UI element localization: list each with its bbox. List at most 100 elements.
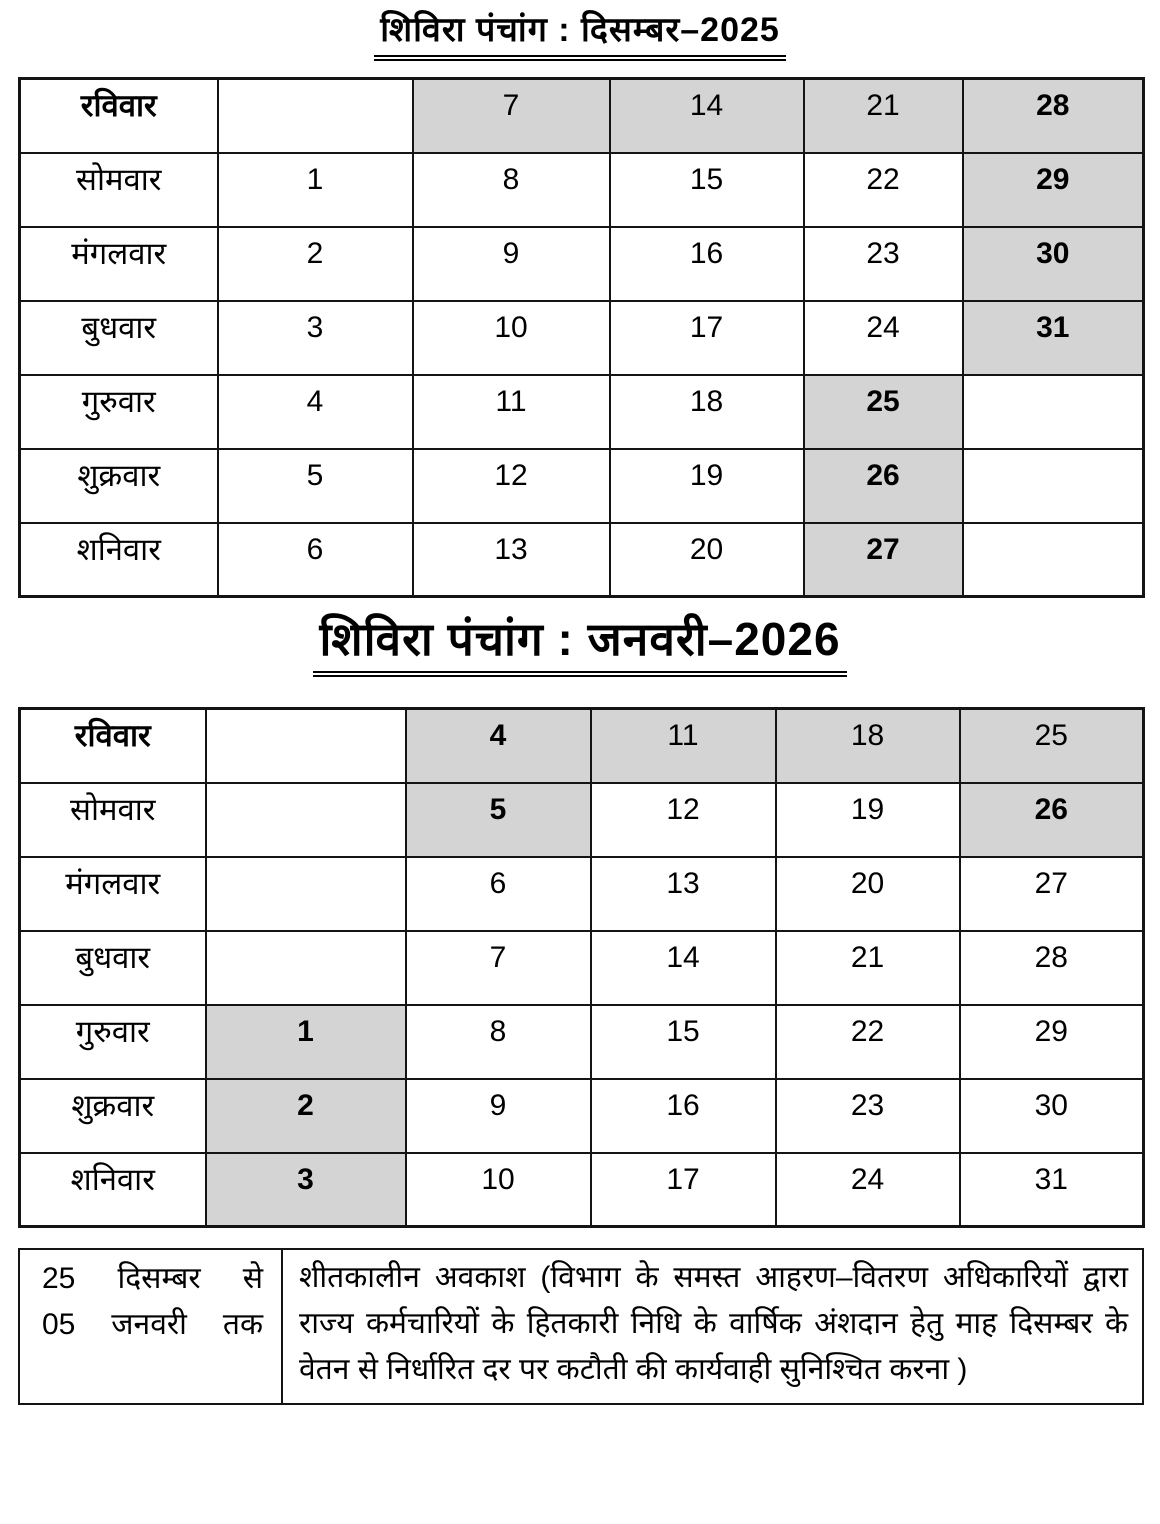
vacation-period-cell: 25 दिसम्बर से 05 जनवरी तक xyxy=(18,1248,283,1405)
date-cell: 2 xyxy=(216,225,414,302)
calendar-week-row: मंगलवार 2 9 16 23 30 xyxy=(18,225,1145,302)
date-cell: 1 xyxy=(204,1003,407,1080)
december-calendar-table: रविवार 7 14 21 28 सोमवार 1 8 15 22 29 मंगलवार 2 9 16 23… xyxy=(18,77,1145,598)
date-cell: 21 xyxy=(802,77,964,154)
date-cell: 26 xyxy=(958,781,1145,858)
date-cell: 24 xyxy=(774,1151,961,1228)
date-cell: 25 xyxy=(802,373,964,450)
date-cell: 15 xyxy=(589,1003,777,1080)
weekday-label: शुक्रवार xyxy=(18,447,219,524)
date-cell: 17 xyxy=(608,299,805,376)
weekday-label: रविवार xyxy=(18,707,207,784)
weekday-label: सोमवार xyxy=(18,151,219,228)
date-cell: 14 xyxy=(608,77,805,154)
date-cell: 7 xyxy=(411,77,611,154)
date-cell: 22 xyxy=(774,1003,961,1080)
weekday-label: बुधवार xyxy=(18,299,219,376)
date-cell: 6 xyxy=(216,521,414,598)
weekday-label: रविवार xyxy=(18,77,219,154)
date-cell: 5 xyxy=(216,447,414,524)
date-cell: 2 xyxy=(204,1077,407,1154)
weekday-label: शनिवार xyxy=(18,1151,207,1228)
date-cell: 1 xyxy=(216,151,414,228)
date-cell: 23 xyxy=(774,1077,961,1154)
date-cell: 11 xyxy=(411,373,611,450)
calendar-week-row: गुरुवार 4 11 18 25 xyxy=(18,373,1145,450)
date-cell: 8 xyxy=(411,151,611,228)
empty-date-cell xyxy=(204,855,407,932)
date-cell: 29 xyxy=(961,151,1145,228)
january-calendar-body: रविवार 4 11 18 25 सोमवार 5 12 19 26 मंगलवार 6 13 20 27… xyxy=(18,707,1145,1228)
january-title-text: शिविरा पंचांग : जनवरी–2026 xyxy=(313,610,847,677)
date-cell: 20 xyxy=(608,521,805,598)
january-calendar-table: रविवार 4 11 18 25 सोमवार 5 12 19 26 मंगलवार 6 13 20 27… xyxy=(18,707,1145,1228)
date-cell: 30 xyxy=(961,225,1145,302)
empty-date-cell xyxy=(204,707,407,784)
calendar-week-row: गुरुवार 1 8 15 22 29 xyxy=(18,1003,1145,1080)
empty-date-cell xyxy=(204,929,407,1006)
date-cell: 23 xyxy=(802,225,964,302)
date-cell: 5 xyxy=(404,781,592,858)
calendar-week-row: शुक्रवार 2 9 16 23 30 xyxy=(18,1077,1145,1154)
date-cell: 28 xyxy=(961,77,1145,154)
date-cell: 8 xyxy=(404,1003,592,1080)
date-cell: 6 xyxy=(404,855,592,932)
weekday-label: बुधवार xyxy=(18,929,207,1006)
date-cell: 25 xyxy=(958,707,1145,784)
empty-date-cell xyxy=(961,447,1145,524)
date-cell: 28 xyxy=(958,929,1145,1006)
date-cell: 11 xyxy=(589,707,777,784)
vacation-period-line2: 05 जनवरी तक xyxy=(42,1308,263,1341)
date-cell: 31 xyxy=(958,1151,1145,1228)
date-cell: 10 xyxy=(404,1151,592,1228)
date-cell: 13 xyxy=(589,855,777,932)
date-cell: 26 xyxy=(802,447,964,524)
date-cell: 19 xyxy=(774,781,961,858)
vacation-note-table: 25 दिसम्बर से 05 जनवरी तक शीतकालीन अवकाश… xyxy=(18,1248,1144,1405)
weekday-label: सोमवार xyxy=(18,781,207,858)
date-cell: 4 xyxy=(216,373,414,450)
date-cell: 20 xyxy=(774,855,961,932)
vacation-period-line1: 25 दिसम्बर से xyxy=(42,1262,263,1295)
calendar-week-row: बुधवार 3 10 17 24 31 xyxy=(18,299,1145,376)
date-cell: 22 xyxy=(802,151,964,228)
date-cell: 12 xyxy=(589,781,777,858)
date-cell: 10 xyxy=(411,299,611,376)
weekday-label: शुक्रवार xyxy=(18,1077,207,1154)
date-cell: 9 xyxy=(411,225,611,302)
date-cell: 3 xyxy=(204,1151,407,1228)
calendar-week-row: रविवार 7 14 21 28 xyxy=(18,77,1145,154)
date-cell: 31 xyxy=(961,299,1145,376)
date-cell: 16 xyxy=(589,1077,777,1154)
empty-date-cell xyxy=(216,77,414,154)
weekday-label: मंगलवार xyxy=(18,855,207,932)
empty-date-cell xyxy=(961,373,1145,450)
date-cell: 4 xyxy=(404,707,592,784)
weekday-label: मंगलवार xyxy=(18,225,219,302)
date-cell: 29 xyxy=(958,1003,1145,1080)
calendar-week-row: रविवार 4 11 18 25 xyxy=(18,707,1145,784)
date-cell: 15 xyxy=(608,151,805,228)
date-cell: 13 xyxy=(411,521,611,598)
weekday-label: शनिवार xyxy=(18,521,219,598)
date-cell: 16 xyxy=(608,225,805,302)
calendar-week-row: शनिवार 3 10 17 24 31 xyxy=(18,1151,1145,1228)
vacation-description-cell: शीतकालीन अवकाश (विभाग के समस्त आहरण–वितर… xyxy=(281,1248,1144,1405)
date-cell: 12 xyxy=(411,447,611,524)
date-cell: 27 xyxy=(802,521,964,598)
weekday-label: गुरुवार xyxy=(18,1003,207,1080)
date-cell: 24 xyxy=(802,299,964,376)
date-cell: 18 xyxy=(608,373,805,450)
calendar-week-row: मंगलवार 6 13 20 27 xyxy=(18,855,1145,932)
calendar-week-row: शनिवार 6 13 20 27 xyxy=(18,521,1145,598)
empty-date-cell xyxy=(961,521,1145,598)
calendar-week-row: शुक्रवार 5 12 19 26 xyxy=(18,447,1145,524)
empty-date-cell xyxy=(204,781,407,858)
date-cell: 30 xyxy=(958,1077,1145,1154)
calendar-week-row: सोमवार 1 8 15 22 29 xyxy=(18,151,1145,228)
date-cell: 3 xyxy=(216,299,414,376)
date-cell: 27 xyxy=(958,855,1145,932)
date-cell: 7 xyxy=(404,929,592,1006)
weekday-label: गुरुवार xyxy=(18,373,219,450)
